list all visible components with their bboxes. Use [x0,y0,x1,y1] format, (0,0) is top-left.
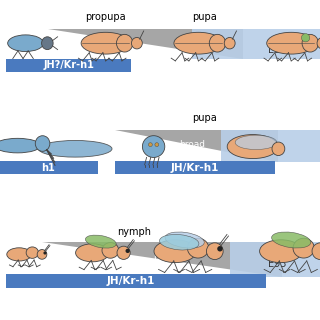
Ellipse shape [125,249,130,253]
Ellipse shape [38,140,112,157]
Ellipse shape [142,136,165,157]
Ellipse shape [85,235,116,248]
Text: propupa: propupa [85,12,126,22]
Text: JH/Kr-h1: JH/Kr-h1 [107,276,156,286]
Text: broad: broad [179,140,205,149]
Text: h1: h1 [41,163,55,173]
Bar [6,274,266,288]
Bar [192,29,320,59]
Ellipse shape [81,32,130,54]
Ellipse shape [44,252,47,255]
Ellipse shape [209,34,226,52]
Ellipse shape [224,37,235,49]
Polygon shape [115,130,278,162]
Ellipse shape [102,243,119,258]
Text: pupa: pupa [192,12,217,22]
Ellipse shape [132,37,142,49]
Ellipse shape [260,240,302,263]
Ellipse shape [165,232,204,248]
Bar [0,161,98,174]
Ellipse shape [227,135,278,159]
Ellipse shape [35,136,50,151]
Ellipse shape [159,235,199,250]
Ellipse shape [0,138,41,153]
Text: JH?/Kr-h1: JH?/Kr-h1 [44,60,94,70]
Text: E93: E93 [268,44,286,55]
Ellipse shape [206,243,223,260]
Ellipse shape [272,232,311,248]
Ellipse shape [117,246,130,260]
Text: pupa: pupa [192,113,217,123]
Polygon shape [42,242,282,277]
Circle shape [301,34,310,42]
Ellipse shape [293,238,314,258]
Ellipse shape [26,247,38,258]
Text: E93: E93 [268,259,286,269]
Ellipse shape [312,243,320,260]
Text: broad: broad [153,253,180,262]
Ellipse shape [272,142,285,156]
Ellipse shape [116,34,133,52]
Ellipse shape [42,37,53,50]
Ellipse shape [37,250,47,259]
Polygon shape [48,29,243,59]
Text: JH/Kr-h1: JH/Kr-h1 [171,163,220,173]
Bar [230,242,320,277]
Ellipse shape [8,35,44,52]
Ellipse shape [155,143,159,147]
Ellipse shape [188,238,209,258]
Ellipse shape [267,32,316,54]
Ellipse shape [76,244,109,262]
Ellipse shape [235,135,277,149]
Ellipse shape [217,246,223,252]
Ellipse shape [302,34,318,52]
Bar [221,130,320,162]
Ellipse shape [148,143,152,147]
Bar [115,161,275,174]
Bar [6,59,131,72]
Ellipse shape [174,32,223,54]
Ellipse shape [317,37,320,49]
Ellipse shape [154,240,196,263]
Text: nymph: nymph [117,227,151,237]
Text: broad: broad [73,42,100,51]
Ellipse shape [7,248,31,261]
